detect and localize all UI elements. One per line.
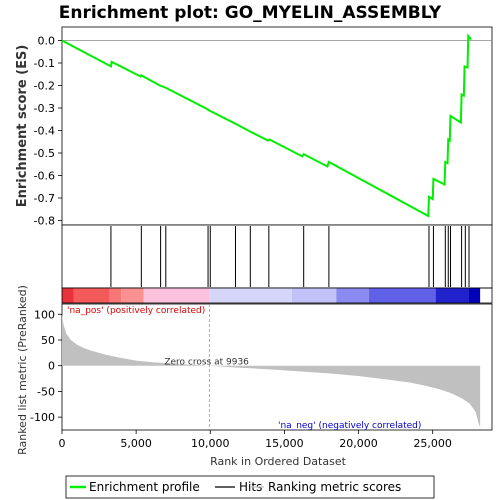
ranked-xtick-label: 0 [59, 437, 66, 450]
es-ytick-label: 0.0 [38, 35, 56, 48]
ranked-xtick-label: 25,000 [413, 437, 452, 450]
ranked-ytick-label: 100 [34, 308, 55, 321]
es-panel: 0.0 -0.1 -0.2 -0.3 -0.4 -0.5 -0.6 -0.7 -0.8 Enri… [15, 26, 493, 228]
color-bar-segment [368, 288, 436, 303]
legend-metric-label: Ranking metric scores [268, 480, 401, 494]
color-bar-segment [73, 288, 110, 303]
chart-title: Enrichment plot: GO_MYELIN_ASSEMBLY [59, 3, 442, 23]
ranked-xlabel: Rank in Ordered Dataset [210, 455, 347, 468]
ranking-metric-area [62, 314, 481, 428]
es-ytick-label: -0.1 [34, 57, 55, 70]
color-bar-segment [109, 288, 122, 303]
ranked-ytick-label: 0 [48, 360, 55, 373]
es-y-axis: 0.0 -0.1 -0.2 -0.3 -0.4 -0.5 -0.6 -0.7 -0.8 [34, 35, 62, 228]
color-bar-segment [435, 288, 469, 303]
color-bar-segment [468, 288, 481, 303]
ranked-xtick-label: 15,000 [265, 437, 304, 450]
hits-panel [61, 224, 493, 289]
color-bar-segment [291, 288, 337, 303]
ranked-ytick-label: 50 [41, 334, 55, 347]
es-ylabel: Enrichment score (ES) [15, 45, 30, 208]
color-bar-segment [336, 288, 369, 303]
enrichment-profile [61, 33, 472, 218]
ranked-ytick-label: -100 [30, 411, 55, 424]
color-bar-segment [62, 288, 74, 303]
legend-box [65, 475, 435, 499]
ranked-xtick-label: 10,000 [191, 437, 230, 450]
es-ytick-label: -0.4 [34, 125, 55, 138]
ranked-xtick-label: 5,000 [120, 437, 152, 450]
legend: Enrichment profile Hits Ranking metric s… [65, 475, 435, 499]
es-ytick-label: -0.6 [34, 170, 55, 183]
es-ytick-label: -0.8 [34, 215, 55, 228]
color-bar-segment [209, 288, 292, 303]
ranked-x-axis: 0 5,000 10,000 15,000 20,000 25,000 [59, 430, 452, 450]
ranked-ylabel: Ranked list metric (PreRanked) [16, 285, 29, 455]
ranked-y-axis: 100 50 0 -50 -100 [30, 308, 62, 424]
ranked-xtick-label: 20,000 [339, 437, 378, 450]
ranked-panel: Zero cross at 9936 'na_pos' (positively … [16, 285, 493, 468]
es-ytick-label: -0.5 [34, 147, 55, 160]
legend-profile-label: Enrichment profile [89, 480, 200, 494]
es-ytick-label: -0.7 [34, 192, 55, 205]
color-bar-segment [121, 288, 144, 303]
ranking-metric-fill [62, 314, 481, 428]
zero-cross-label: Zero cross at 9936 [164, 358, 249, 368]
hit-markers [110, 226, 470, 287]
legend-hits-label: Hits [239, 480, 262, 494]
es-ytick-label: -0.2 [34, 80, 55, 93]
ranked-ytick-label: -50 [37, 385, 55, 398]
enrichment-profile-line [61, 33, 472, 218]
hits-panel-frame [61, 224, 493, 289]
es-panel-frame [61, 26, 493, 226]
color-bar-frame [61, 287, 493, 304]
color-bar-segment [143, 288, 210, 303]
rank-color-bar [61, 287, 493, 304]
pos-label: 'na_pos' (positively correlated) [67, 306, 205, 316]
neg-label: 'na_neg' (negatively correlated) [278, 421, 421, 431]
es-ytick-label: -0.3 [34, 102, 55, 115]
